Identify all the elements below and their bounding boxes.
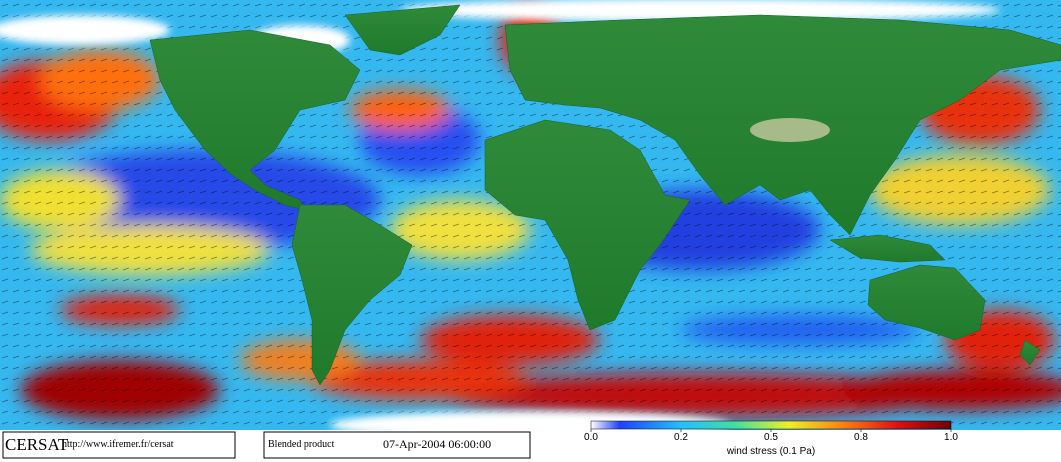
tibet-plateau xyxy=(750,118,830,142)
logo: CERSAT xyxy=(5,435,69,454)
africa xyxy=(484,119,691,331)
product-box xyxy=(263,431,531,459)
colorbar-tick-label: 0.5 xyxy=(764,432,778,443)
colorbar-ticks: 0.0 0.2 0.5 0.8 1.0 xyxy=(584,429,958,443)
colorbar-tick-label: 0.8 xyxy=(854,432,868,443)
north-america xyxy=(149,29,361,211)
new-zealand xyxy=(1019,339,1041,366)
colorbar-tick-label: 0.0 xyxy=(584,432,598,443)
south-america xyxy=(291,204,413,386)
footer: CERSAT http://www.ifremer.fr/cersat Blen… xyxy=(2,420,958,459)
greenland xyxy=(344,4,461,56)
branding-box xyxy=(2,431,236,459)
maritime-asia xyxy=(829,234,946,263)
map-area xyxy=(0,0,1061,430)
colorbar xyxy=(590,420,952,430)
url: http://www.ifremer.fr/cersat xyxy=(62,439,174,450)
timestamp: 07-Apr-2004 06:00:00 xyxy=(383,437,491,451)
colorbar-title: wind stress (0.1 Pa) xyxy=(726,446,815,457)
colorbar-tick-label: 0.2 xyxy=(674,432,688,443)
colorbar-tick-label: 1.0 xyxy=(944,432,958,443)
product-name: Blended product xyxy=(268,439,335,450)
australia xyxy=(867,264,986,341)
